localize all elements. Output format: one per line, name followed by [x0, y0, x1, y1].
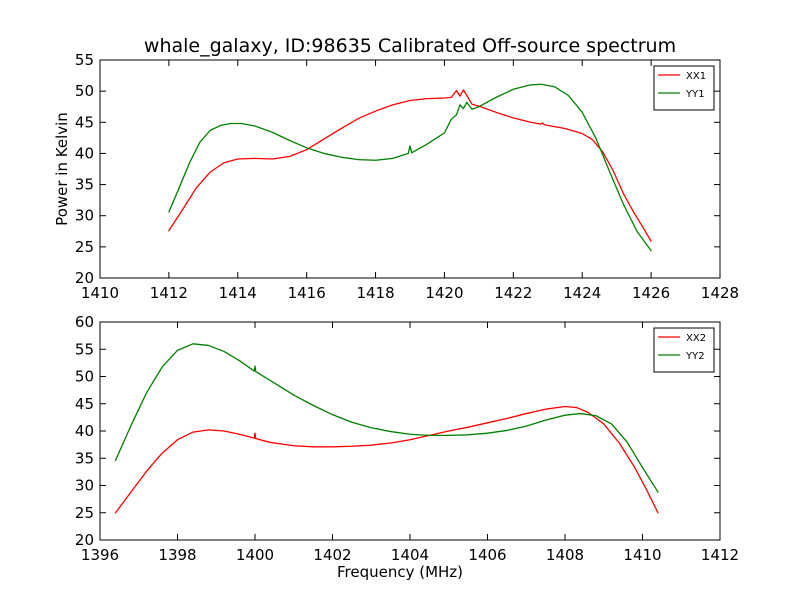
- x-tick-label: 1414: [219, 284, 257, 302]
- x-tick-label: 1422: [494, 284, 532, 302]
- x-tick-label: 1426: [632, 284, 670, 302]
- y-tick-label: 35: [75, 449, 94, 467]
- y-tick-label: 25: [75, 504, 94, 522]
- y-tick-label: 55: [75, 340, 94, 358]
- x-tick-label: 1428: [701, 284, 739, 302]
- x-tick-label: 1398: [158, 546, 196, 564]
- y-tick-label: 50: [75, 368, 94, 386]
- y-tick-label: 45: [75, 113, 94, 131]
- legend-label: YY2: [685, 351, 705, 362]
- y-axis-title: Power in Kelvin: [53, 112, 71, 226]
- legend: XX2 YY2: [653, 327, 715, 373]
- x-tick-label: 1396: [81, 546, 119, 564]
- x-tick-label: 1424: [563, 284, 601, 302]
- y-tick-label: 60: [75, 313, 94, 331]
- series-line-yy2: [114, 343, 659, 493]
- chart-title: whale_galaxy, ID:98635 Calibrated Off-so…: [144, 35, 676, 57]
- series-line-yy1: [168, 83, 652, 252]
- x-axis-title: Frequency (MHz): [337, 563, 463, 581]
- plots-group: 1410 1412 1414 1416 1418 1420 1422 1424 1426 1428…: [53, 51, 739, 581]
- axes-frame: [99, 59, 721, 279]
- y-tick-label: 40: [75, 422, 94, 440]
- x-tick-label: 1406: [468, 546, 506, 564]
- series-line-xx2: [114, 405, 659, 514]
- series-line-xx1: [168, 89, 652, 242]
- y-tick-label: 20: [75, 269, 94, 287]
- y-tick-label: 40: [75, 144, 94, 162]
- legend-label: YY1: [685, 89, 705, 100]
- y-tick-label: 30: [75, 207, 94, 225]
- x-tick-label: 1410: [81, 284, 119, 302]
- y-tick-label: 45: [75, 395, 94, 413]
- y-tick-label: 50: [75, 82, 94, 100]
- x-tick-label: 1416: [288, 284, 326, 302]
- x-tick-label: 1420: [425, 284, 463, 302]
- y-tick-label: 25: [75, 238, 94, 256]
- x-tick-label: 1402: [313, 546, 351, 564]
- legend-box: [653, 65, 715, 111]
- x-tick-label: 1400: [236, 546, 274, 564]
- subplot-1: 1410 1412 1414 1416 1418 1420 1422 1424 1426 1428…: [53, 51, 739, 302]
- legend: XX1 YY1: [653, 65, 715, 111]
- legend-box: [653, 327, 715, 373]
- legend-label: XX1: [686, 71, 706, 82]
- y-tick-label: 20: [75, 531, 94, 549]
- y-tick-label: 35: [75, 176, 94, 194]
- x-tick-label: 1410: [623, 546, 661, 564]
- x-tick-label: 1412: [150, 284, 188, 302]
- x-tick-label: 1412: [701, 546, 739, 564]
- x-tick-label: 1408: [546, 546, 584, 564]
- y-tick-label: 30: [75, 477, 94, 495]
- x-tick-label: 1404: [391, 546, 429, 564]
- x-tick-label: 1418: [356, 284, 394, 302]
- y-tick-label: 55: [75, 51, 94, 69]
- subplot-2: 1396 1398 1400 1402 1404 1406 1408 1410 1412 20 25…: [75, 313, 739, 581]
- legend-label: XX2: [686, 333, 706, 344]
